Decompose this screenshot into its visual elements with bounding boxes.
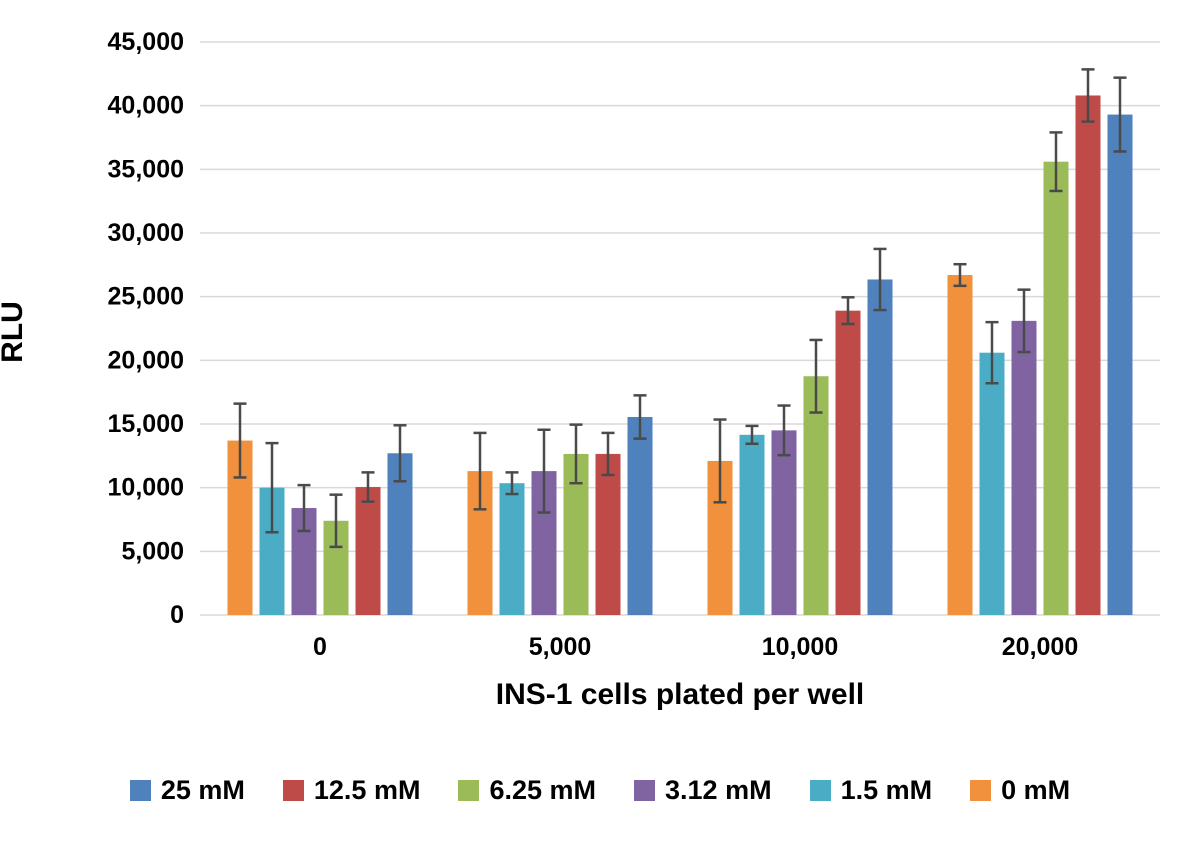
legend-item-1.5-mM: 1.5 mM <box>809 775 933 806</box>
legend-swatch-3.12-mM <box>634 780 656 801</box>
y-tick-label: 35,000 <box>108 155 184 183</box>
legend-swatch-6.25-mM <box>458 780 480 801</box>
x-tick-label: 20,000 <box>1002 633 1078 661</box>
legend-label: 12.5 mM <box>313 775 421 805</box>
bar-1.5mM-group-20000 <box>979 352 1005 615</box>
y-tick-label: 0 <box>170 601 184 629</box>
y-tick-label: 20,000 <box>108 346 184 374</box>
legend-item-6.25-mM: 6.25 mM <box>458 775 596 806</box>
legend-swatch-1.5-mM <box>809 780 831 801</box>
legend-label: 25 mM <box>160 775 245 805</box>
x-tick-label: 0 <box>313 633 327 661</box>
y-tick-label: 15,000 <box>108 410 184 438</box>
legend-label: 6.25 mM <box>489 775 597 805</box>
bar-0mM-group-20000 <box>947 275 973 615</box>
y-tick-label: 40,000 <box>108 92 184 120</box>
legend-item-0-mM: 0 mM <box>970 775 1070 806</box>
bar-12.5mM-group-5000 <box>595 453 621 615</box>
bar-1.5mM-group-10000 <box>739 434 765 615</box>
legend: 25 mM 12.5 mM 6.25 mM 3.12 mM 1.5 mM 0 mM <box>0 775 1200 806</box>
bar-25mM-group-5000 <box>627 416 653 615</box>
x-tick-label: 10,000 <box>762 633 838 661</box>
legend-label: 3.12 mM <box>665 775 772 805</box>
x-tick-label: 5,000 <box>529 633 592 661</box>
bar-6.25mM-group-20000 <box>1043 161 1069 615</box>
y-tick-label: 10,000 <box>108 474 184 502</box>
bar-12.5mM-group-10000 <box>835 310 861 615</box>
bar-3.12mM-group-10000 <box>771 430 797 615</box>
legend-item-3.12-mM: 3.12 mM <box>634 775 772 806</box>
legend-label: 1.5 mM <box>840 775 933 805</box>
x-axis-title: INS-1 cells plated per well <box>495 678 865 711</box>
bar-12.5mM-group-20000 <box>1075 95 1101 616</box>
bar-25mM-group-20000 <box>1107 114 1133 615</box>
legend-swatch-25-mM <box>129 780 151 801</box>
legend-swatch-12.5-mM <box>282 780 304 801</box>
legend-item-12.5-mM: 12.5 mM <box>282 775 421 806</box>
y-tick-label: 5,000 <box>121 537 184 565</box>
y-tick-label: 45,000 <box>108 28 184 56</box>
y-tick-label: 30,000 <box>108 219 184 247</box>
bar-3.12mM-group-20000 <box>1011 320 1037 615</box>
legend-label: 0 mM <box>1001 775 1071 805</box>
bar-25mM-group-10000 <box>867 279 893 615</box>
legend-swatch-0-mM <box>970 780 992 801</box>
bar-1.5mM-group-5000 <box>499 483 525 615</box>
y-axis-title: RLU <box>0 301 29 363</box>
y-tick-label: 25,000 <box>108 283 184 311</box>
bar-12.5mM-group-0 <box>355 487 381 615</box>
bar-6.25mM-group-10000 <box>803 376 829 615</box>
legend-item-25-mM: 25 mM <box>129 775 245 806</box>
